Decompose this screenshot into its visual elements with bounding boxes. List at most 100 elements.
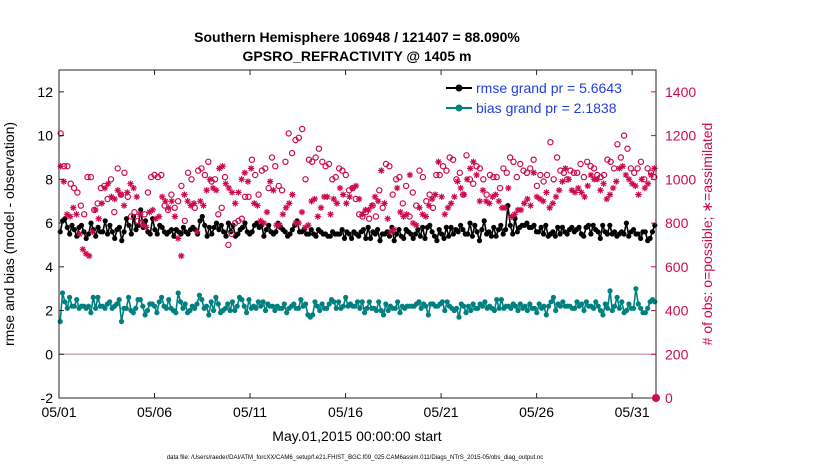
series-point-0	[638, 235, 644, 241]
obs-assimilated-point	[124, 189, 131, 196]
obs-possible-point	[419, 173, 427, 181]
series-point-0	[363, 235, 369, 241]
series-point-0	[538, 224, 544, 230]
series-point-0	[126, 222, 132, 228]
obs-assimilated-point	[282, 204, 290, 211]
series-point-1	[206, 312, 212, 318]
series-point-0	[199, 213, 205, 220]
obs-assimilated-point	[536, 195, 544, 203]
obs-assimilated-point	[152, 215, 160, 222]
obs-assimilated-point	[616, 165, 623, 172]
obs-assimilated-point	[584, 182, 591, 190]
obs-possible-point	[228, 230, 235, 238]
series-point-1	[102, 305, 108, 311]
obs-possible-point	[617, 154, 625, 161]
series-point-0	[67, 231, 73, 237]
obs-assimilated-point	[333, 200, 341, 207]
series-point-1	[373, 307, 379, 314]
series-point-1	[619, 299, 625, 305]
series-point-1	[177, 299, 184, 305]
series-point-1	[93, 305, 99, 311]
obs-assimilated-point	[133, 193, 141, 201]
obs-possible-point	[449, 156, 457, 163]
series-point-0	[349, 235, 355, 241]
obs-possible-point	[74, 189, 81, 196]
series-point-0	[569, 224, 575, 230]
series-point-1	[616, 305, 623, 311]
series-point-1	[126, 294, 132, 300]
series-point-0	[436, 227, 442, 233]
series-point-1	[531, 305, 538, 311]
obs-possible-point	[198, 165, 205, 172]
y-right-tick-label: 1000	[665, 171, 696, 187]
obs-possible-point	[201, 171, 209, 179]
series-point-0	[372, 231, 378, 237]
y-axis-left-label: rmse and bias (model - observation)	[1, 122, 17, 346]
obs-assimilated-point	[419, 211, 426, 218]
series-point-1	[180, 305, 186, 311]
obs-possible-point	[188, 176, 195, 183]
obs-possible-point	[463, 152, 470, 159]
obs-possible-point	[547, 138, 554, 146]
y-left-tick-label: 4	[45, 259, 53, 275]
obs-assimilated-point	[257, 217, 264, 225]
obs-possible-point	[275, 182, 282, 190]
chart-title-line1: Southern Hemisphere 106948 / 121407 = 88…	[194, 29, 520, 45]
obs-assimilated-point	[197, 198, 204, 205]
series-point-0	[441, 235, 447, 241]
obs-assimilated-point	[136, 211, 144, 218]
obs-possible-point	[225, 241, 232, 249]
obs-assimilated-point	[562, 165, 569, 172]
series-point-1	[203, 303, 210, 309]
obs-assimilated-point	[314, 213, 322, 220]
series-point-0	[460, 227, 466, 233]
obs-assimilated-point	[70, 204, 77, 211]
obs-possible-point	[550, 176, 557, 183]
obs-assimilated-point	[381, 200, 388, 207]
series-point-1	[527, 301, 533, 307]
series-point-0	[408, 231, 414, 237]
obs-assimilated-point	[486, 200, 493, 207]
obs-possible-point	[614, 141, 621, 148]
series-point-0	[261, 233, 267, 239]
series-point-1	[454, 305, 460, 311]
obs-possible-point	[80, 211, 88, 218]
series-point-0	[488, 233, 494, 239]
y-left-tick-label: 2	[45, 303, 53, 319]
series-point-0	[450, 231, 456, 237]
y-right-tick-label: 1400	[665, 84, 696, 100]
obs-assimilated-point	[559, 178, 566, 185]
obs-assimilated-point	[606, 191, 614, 198]
obs-assimilated-point	[79, 246, 87, 253]
series-point-0	[495, 227, 502, 233]
series-point-1	[638, 305, 644, 311]
obs-assimilated-point	[82, 250, 90, 257]
series-point-1	[597, 307, 604, 314]
series-point-1	[494, 297, 500, 303]
obs-assimilated-point	[298, 208, 306, 216]
obs-possible-point	[295, 134, 302, 141]
y-axis-right: 0 200 400 600 800 1000 1200 1400	[651, 84, 696, 406]
obs-assimilated-point	[454, 178, 461, 185]
series-point-0	[607, 222, 613, 228]
obs-assimilated-point	[168, 198, 175, 205]
series-point-1	[359, 299, 365, 305]
series-point-0	[367, 235, 374, 241]
obs-assimilated-point	[260, 219, 268, 227]
obs-possible-point	[312, 154, 319, 161]
series-point-0	[197, 218, 203, 224]
series-point-0	[597, 235, 603, 241]
series-point-0	[512, 216, 518, 222]
legend-rmse-marker	[455, 84, 463, 92]
series-point-1	[475, 305, 481, 311]
obs-possible-point	[476, 165, 484, 172]
series-point-1	[595, 303, 601, 309]
series-point-1	[364, 305, 370, 311]
obs-possible-point	[372, 213, 380, 220]
obs-assimilated-point	[597, 187, 604, 194]
series-point-1	[496, 305, 502, 311]
obs-assimilated-point	[641, 184, 649, 192]
obs-assimilated-point	[317, 204, 325, 211]
obs-assimilated-point	[403, 211, 410, 218]
obs-assimilated-point	[635, 191, 642, 198]
